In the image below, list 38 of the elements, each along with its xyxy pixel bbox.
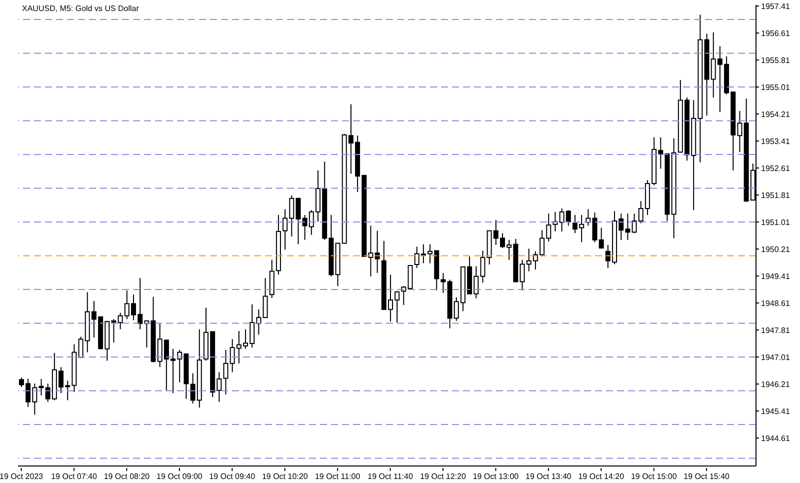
x-tick-label: 19 Oct 14:20	[578, 472, 625, 481]
y-tick-label: 1948.61	[761, 298, 790, 308]
candlestick	[269, 259, 274, 298]
x-tick-label: 19 Oct 09:40	[209, 472, 256, 481]
x-tick-label: 19 Oct 10:20	[262, 472, 308, 481]
x-tick-label: 19 Oct 11:40	[368, 472, 414, 481]
x-tick-label: 19 Oct 12:20	[420, 472, 466, 481]
y-tick-label: 1952.61	[761, 164, 790, 173]
x-tick-label: 19 Oct 13:40	[526, 472, 572, 481]
y-tick-label: 1951.81	[761, 190, 790, 200]
x-tick-label: 19 Oct 11:00	[314, 472, 361, 481]
x-tick-label: 19 Oct 2023	[0, 472, 44, 481]
y-tick-label: 1945.41	[761, 406, 790, 416]
y-tick-label: 1946.21	[761, 380, 790, 389]
x-tick-label: 19 Oct 15:00	[630, 472, 678, 481]
candlestick	[408, 265, 413, 289]
candlestick	[401, 286, 406, 306]
x-tick-label: 19 Oct 15:40	[684, 472, 730, 481]
candlestick	[374, 230, 380, 274]
x-tick-label: 19 Oct 08:20	[104, 472, 150, 481]
chart-title: XAUUSD, M5: Gold vs US Dollar	[22, 4, 139, 13]
x-tick-label: 19 Oct 09:00	[156, 472, 203, 481]
y-tick-label: 1953.41	[761, 136, 790, 146]
x-tick-label: 19 Oct 07:40	[51, 472, 98, 481]
y-tick-label: 1950.21	[761, 244, 790, 254]
y-tick-label: 1956.61	[761, 28, 790, 38]
y-tick-label: 1947.81	[761, 326, 790, 335]
candlestick	[440, 272, 446, 294]
y-tick-label: 1951.01	[761, 218, 790, 227]
y-tick-label: 1955.81	[761, 56, 790, 65]
y-tick-label: 1957.41	[761, 2, 790, 11]
x-tick-label: 19 Oct 13:00	[472, 472, 520, 481]
candlestick	[262, 278, 268, 318]
y-tick-label: 1944.61	[761, 434, 790, 443]
y-tick-label: 1947.01	[761, 352, 790, 362]
y-tick-label: 1954.21	[761, 110, 790, 119]
y-tick-label: 1949.41	[761, 272, 790, 281]
y-tick-label: 1955.01	[761, 82, 790, 92]
